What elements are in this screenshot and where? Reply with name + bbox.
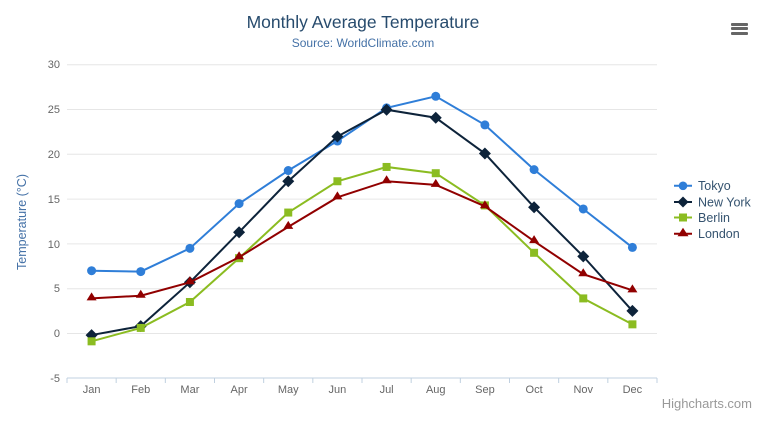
svg-text:Apr: Apr [231, 384, 248, 396]
svg-text:Nov: Nov [573, 384, 593, 396]
svg-text:20: 20 [48, 149, 60, 161]
svg-text:Tokyo: Tokyo [698, 179, 731, 193]
svg-text:Aug: Aug [426, 384, 446, 396]
svg-text:Berlin: Berlin [698, 211, 730, 225]
svg-text:10: 10 [48, 239, 60, 251]
svg-text:Oct: Oct [526, 384, 543, 396]
svg-text:Mar: Mar [180, 384, 199, 396]
svg-text:Jul: Jul [380, 384, 394, 396]
svg-text:Sep: Sep [475, 384, 495, 396]
svg-text:15: 15 [48, 194, 60, 206]
svg-text:May: May [278, 384, 299, 396]
svg-text:Jun: Jun [329, 384, 347, 396]
svg-text:5: 5 [54, 283, 60, 295]
svg-text:Feb: Feb [131, 384, 150, 396]
svg-text:0: 0 [54, 328, 60, 340]
svg-text:25: 25 [48, 104, 60, 116]
svg-text:New York: New York [698, 195, 752, 209]
svg-text:Jan: Jan [83, 384, 101, 396]
svg-text:30: 30 [48, 59, 60, 71]
svg-text:London: London [698, 227, 740, 241]
svg-text:-5: -5 [50, 373, 60, 385]
svg-text:Dec: Dec [623, 384, 643, 396]
